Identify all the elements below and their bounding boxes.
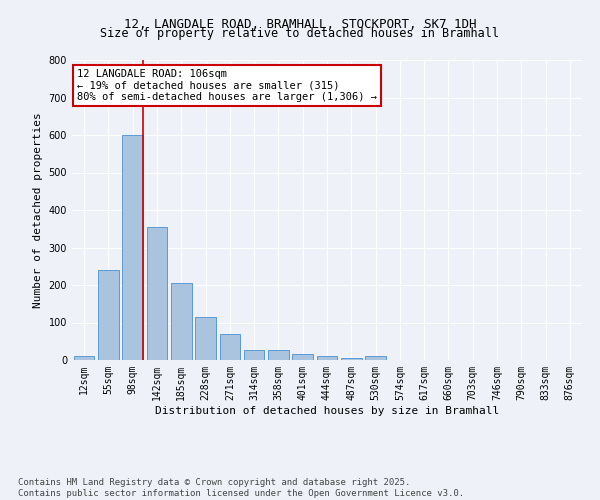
Text: 12, LANGDALE ROAD, BRAMHALL, STOCKPORT, SK7 1DH: 12, LANGDALE ROAD, BRAMHALL, STOCKPORT, …: [124, 18, 476, 30]
Bar: [171, 283, 191, 360]
Bar: [122, 135, 143, 360]
Bar: [268, 350, 289, 360]
Y-axis label: Number of detached properties: Number of detached properties: [33, 112, 43, 308]
Bar: [317, 356, 337, 360]
Bar: [195, 317, 216, 360]
Text: Contains HM Land Registry data © Crown copyright and database right 2025.
Contai: Contains HM Land Registry data © Crown c…: [18, 478, 464, 498]
Bar: [146, 227, 167, 360]
Text: 12 LANGDALE ROAD: 106sqm
← 19% of detached houses are smaller (315)
80% of semi-: 12 LANGDALE ROAD: 106sqm ← 19% of detach…: [77, 69, 377, 102]
Bar: [365, 356, 386, 360]
X-axis label: Distribution of detached houses by size in Bramhall: Distribution of detached houses by size …: [155, 406, 499, 415]
Bar: [341, 358, 362, 360]
Bar: [292, 354, 313, 360]
Bar: [244, 350, 265, 360]
Bar: [74, 356, 94, 360]
Bar: [98, 270, 119, 360]
Bar: [220, 334, 240, 360]
Text: Size of property relative to detached houses in Bramhall: Size of property relative to detached ho…: [101, 28, 499, 40]
